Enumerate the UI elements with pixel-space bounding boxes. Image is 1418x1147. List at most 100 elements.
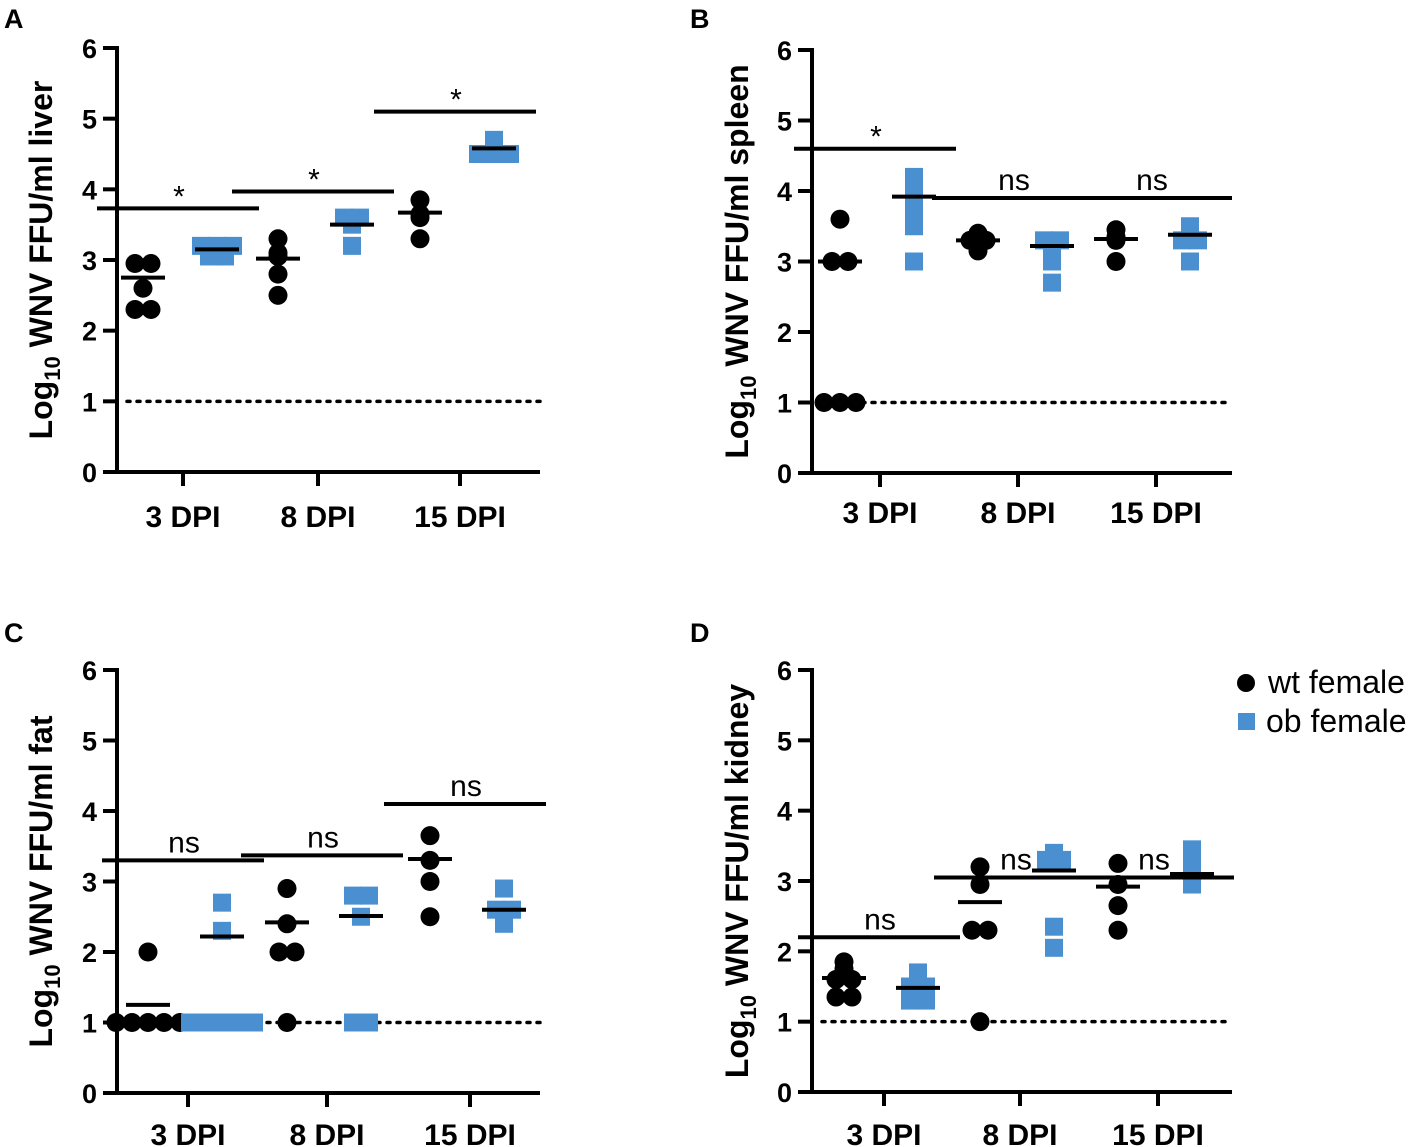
data-point-ob bbox=[181, 1013, 199, 1032]
data-point-ob bbox=[1183, 840, 1201, 859]
y-tick-label: 0 bbox=[82, 458, 97, 488]
data-point-wt bbox=[826, 987, 846, 1007]
significance-label: ns bbox=[1136, 164, 1168, 197]
data-point-wt bbox=[970, 857, 990, 877]
data-point-wt bbox=[138, 942, 158, 962]
y-tick-label: 4 bbox=[82, 175, 97, 205]
data-point-wt bbox=[268, 229, 288, 249]
x-category-label: 15 DPI bbox=[424, 1119, 516, 1147]
data-point-ob bbox=[1181, 217, 1199, 236]
data-point-wt bbox=[285, 942, 305, 962]
x-category-label: 8 DPI bbox=[289, 1119, 364, 1147]
data-point-wt bbox=[277, 879, 297, 899]
data-point-wt bbox=[970, 875, 990, 895]
data-point-wt bbox=[1108, 875, 1128, 895]
y-tick-label: 2 bbox=[777, 937, 792, 967]
data-point-ob bbox=[495, 879, 513, 898]
data-point-wt bbox=[420, 826, 440, 846]
data-point-wt bbox=[122, 1013, 142, 1032]
panel-a: A Log10 WNV FFU/ml liver 0 1 2 3 4 5 6 3 DPI 8 DPI… bbox=[4, 4, 542, 534]
data-point-ob bbox=[1181, 252, 1199, 271]
y-tick-label: 0 bbox=[777, 459, 792, 489]
y-tick-label: 3 bbox=[777, 248, 792, 278]
significance-label: ns bbox=[998, 164, 1030, 197]
data-point-wt bbox=[410, 190, 430, 210]
y-tick-label: 5 bbox=[82, 727, 97, 757]
data-point-ob bbox=[213, 893, 231, 912]
data-point-ob bbox=[208, 236, 226, 255]
data-point-wt bbox=[1108, 853, 1128, 873]
data-point-wt bbox=[141, 299, 161, 319]
data-point-wt bbox=[268, 285, 288, 305]
y-tick-label: 2 bbox=[82, 938, 97, 968]
data-point-wt bbox=[846, 393, 866, 412]
data-point-ob bbox=[1045, 938, 1063, 957]
data-point-ob bbox=[495, 914, 513, 933]
data-point-ob bbox=[905, 203, 923, 222]
data-point-ob bbox=[224, 236, 242, 255]
y-tick-label: 5 bbox=[82, 105, 97, 135]
y-tick-label: 1 bbox=[82, 387, 97, 417]
y-axis-label: Log10 WNV FFU/ml liver bbox=[23, 81, 65, 440]
data-point-ob bbox=[909, 970, 927, 989]
y-tick-label: 0 bbox=[82, 1079, 97, 1109]
panel-d: D Log10 WNV FFU/ml kidney 0 1 2 3 4 5 6 3 DPI 8 DP… bbox=[690, 618, 1234, 1147]
data-point-ob bbox=[485, 130, 503, 149]
data-point-ob bbox=[351, 208, 369, 227]
data-point-ob bbox=[343, 236, 361, 255]
data-point-wt bbox=[133, 278, 153, 298]
significance-label: ns bbox=[307, 821, 339, 854]
data-point-ob bbox=[229, 1013, 247, 1032]
data-point-ob bbox=[335, 208, 353, 227]
panel-letter: D bbox=[690, 618, 710, 648]
panel-letter: B bbox=[690, 4, 710, 34]
x-category-label: 3 DPI bbox=[842, 497, 917, 530]
y-tick-label: 6 bbox=[82, 34, 97, 64]
legend: wt female ob female bbox=[1237, 664, 1407, 739]
y-tick-label: 4 bbox=[777, 797, 792, 827]
y-tick-label: 4 bbox=[82, 797, 97, 827]
data-point-ob bbox=[1043, 252, 1061, 271]
significance-label: * bbox=[450, 84, 462, 117]
y-axis-label: Log10 WNV FFU/ml spleen bbox=[719, 64, 761, 458]
data-point-wt bbox=[830, 393, 850, 412]
significance-label: * bbox=[870, 121, 882, 154]
data-point-wt bbox=[125, 299, 145, 319]
data-point-wt bbox=[410, 229, 430, 249]
data-point-wt bbox=[141, 254, 161, 274]
y-tick-label: 5 bbox=[777, 107, 792, 137]
data-point-ob bbox=[344, 886, 362, 905]
y-tick-label: 6 bbox=[777, 656, 792, 686]
y-axis-label: Log10 WNV FFU/ml fat bbox=[23, 715, 65, 1047]
data-point-ob bbox=[905, 252, 923, 271]
y-tick-label: 5 bbox=[777, 726, 792, 756]
data-point-ob bbox=[1053, 850, 1071, 869]
legend-wt-label: wt female bbox=[1267, 664, 1405, 700]
data-point-ob bbox=[360, 886, 378, 905]
x-category-label: 3 DPI bbox=[145, 501, 220, 534]
significance-label: ns bbox=[1000, 843, 1032, 876]
data-point-wt bbox=[970, 1012, 990, 1032]
panel-letter: C bbox=[4, 618, 24, 648]
significance-label: ns bbox=[168, 826, 200, 859]
data-point-wt bbox=[420, 872, 440, 891]
significance-label: ns bbox=[1138, 843, 1170, 876]
y-tick-label: 3 bbox=[82, 246, 97, 276]
legend-wt-marker bbox=[1237, 674, 1255, 692]
x-category-label: 3 DPI bbox=[846, 1119, 921, 1147]
x-category-label: 8 DPI bbox=[982, 1119, 1057, 1147]
y-tick-label: 1 bbox=[82, 1009, 97, 1039]
x-category-label: 15 DPI bbox=[1112, 1119, 1204, 1147]
x-category-label: 8 DPI bbox=[980, 497, 1055, 530]
data-point-ob bbox=[245, 1013, 263, 1032]
y-tick-label: 1 bbox=[777, 389, 792, 419]
data-point-wt bbox=[420, 907, 440, 927]
data-point-wt bbox=[834, 959, 854, 979]
data-point-ob bbox=[901, 991, 919, 1010]
y-tick-label: 6 bbox=[777, 36, 792, 66]
significance-label: * bbox=[308, 163, 320, 196]
data-point-ob bbox=[344, 1013, 362, 1032]
data-point-ob bbox=[213, 1013, 231, 1032]
legend-ob-marker bbox=[1238, 713, 1255, 730]
significance-label: ns bbox=[450, 770, 482, 803]
